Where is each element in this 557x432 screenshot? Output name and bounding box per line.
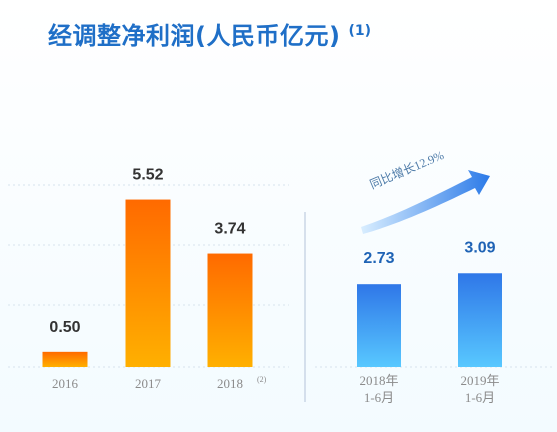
left-tick-labels: 2016 2017 2018 (2) bbox=[52, 375, 267, 391]
left-value-labels: 0.50 5.52 3.74 bbox=[49, 167, 245, 336]
x-tick-2018: 2018 bbox=[217, 376, 243, 391]
value-label-2018: 3.74 bbox=[214, 221, 245, 238]
title-footnote: (1) bbox=[348, 23, 371, 39]
x-tick-2017: 2017 bbox=[135, 376, 162, 391]
x-tick-line1-2018年: 2018年 bbox=[359, 373, 398, 388]
bar-2016 bbox=[42, 351, 88, 367]
x-tick-line1-2019年: 2019年 bbox=[460, 373, 499, 388]
left-bars bbox=[42, 199, 253, 367]
value-label-2017: 5.52 bbox=[132, 167, 163, 184]
growth-annotation: 同比增长12.9% bbox=[361, 148, 490, 234]
x-tick-2016: 2016 bbox=[52, 376, 79, 391]
bar-2019年-1-6月 bbox=[458, 273, 502, 367]
chart-title: 经调整净利润(人民币亿元) bbox=[48, 22, 341, 50]
x-tick-note-2018: (2) bbox=[257, 375, 267, 384]
bar-2018 bbox=[207, 253, 253, 367]
right-value-labels: 2.73 3.09 bbox=[363, 239, 495, 267]
right-bars bbox=[357, 273, 502, 367]
x-tick-line2-1-6月: 1-6月 bbox=[465, 390, 495, 405]
bar-2017 bbox=[125, 199, 171, 367]
chart-title-block: 经调整净利润(人民币亿元) (1) bbox=[48, 24, 371, 48]
bar-2018年-1-6月 bbox=[357, 284, 401, 367]
right-tick-labels: 2018年 1-6月 2019年 1-6月 bbox=[359, 373, 499, 405]
value-label-2018年-1-6月: 2.73 bbox=[363, 250, 394, 267]
growth-arrow-icon bbox=[361, 170, 490, 234]
value-label-2019年-1-6月: 3.09 bbox=[464, 239, 495, 256]
value-label-2016: 0.50 bbox=[49, 319, 80, 336]
x-tick-line2-1-6月: 1-6月 bbox=[364, 390, 394, 405]
growth-label: 同比增长12.9% bbox=[368, 148, 446, 192]
